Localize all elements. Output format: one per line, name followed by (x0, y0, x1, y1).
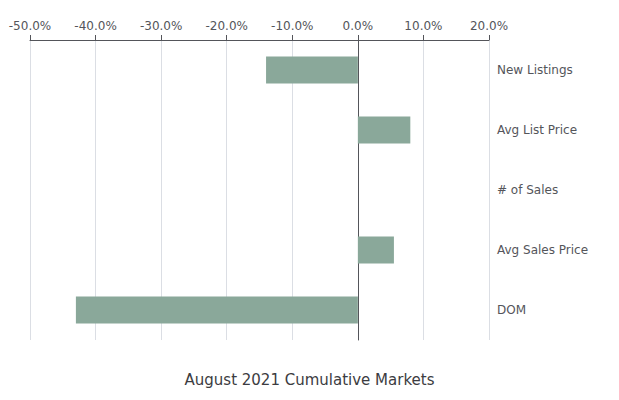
svg-text:20.0%: 20.0% (470, 19, 508, 33)
svg-text:-20.0%: -20.0% (205, 19, 247, 33)
svg-text:10.0%: 10.0% (404, 19, 442, 33)
svg-text:Avg List Price: Avg List Price (497, 123, 577, 137)
svg-text:# of Sales: # of Sales (497, 183, 558, 197)
svg-text:-50.0%: -50.0% (9, 19, 51, 33)
svg-text:DOM: DOM (497, 303, 526, 317)
svg-text:-40.0%: -40.0% (74, 19, 116, 33)
svg-text:New Listings: New Listings (497, 63, 573, 77)
svg-text:-10.0%: -10.0% (271, 19, 313, 33)
svg-text:August 2021 Cumulative Markets: August 2021 Cumulative Markets (185, 371, 435, 389)
svg-text:-30.0%: -30.0% (140, 19, 182, 33)
svg-text:0.0%: 0.0% (343, 19, 374, 33)
svg-text:Avg Sales Price: Avg Sales Price (497, 243, 588, 257)
